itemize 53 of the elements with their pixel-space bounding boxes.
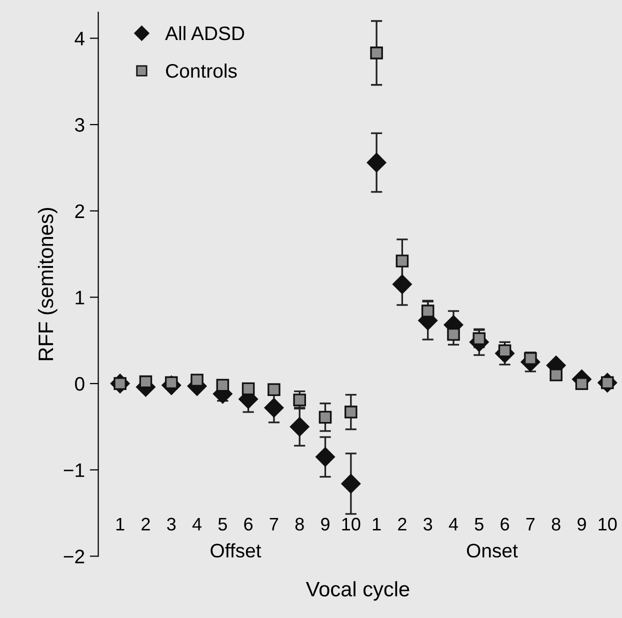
annotation: Offset bbox=[210, 543, 262, 558]
x-tick-label: 9 bbox=[321, 518, 330, 531]
x-axis-title: Vocal cycle bbox=[306, 581, 410, 601]
x-tick-label: 7 bbox=[526, 518, 535, 530]
x-tick-label: 1 bbox=[372, 518, 381, 530]
y-tick-label: 1 bbox=[76, 290, 84, 304]
point bbox=[242, 382, 255, 396]
x-tick-label: 5 bbox=[218, 518, 227, 531]
point bbox=[344, 406, 358, 418]
x-tick-label: 9 bbox=[578, 518, 586, 531]
x-tick-label: 3 bbox=[167, 518, 176, 531]
point bbox=[268, 383, 280, 396]
x-tick-label: 7 bbox=[270, 518, 278, 530]
point bbox=[366, 152, 386, 172]
point bbox=[264, 398, 284, 418]
y-axis-title: RFF (semitones) bbox=[38, 208, 58, 360]
x-tick-label: 10 bbox=[342, 518, 360, 531]
x-tick-label: 4 bbox=[192, 518, 202, 530]
point bbox=[318, 410, 332, 424]
x-tick-label: 8 bbox=[295, 518, 304, 531]
x-tick-label: 10 bbox=[598, 518, 617, 531]
point bbox=[316, 447, 335, 467]
y-tick-label: 4 bbox=[74, 32, 85, 46]
y-tick-label: −1 bbox=[64, 464, 84, 477]
point bbox=[370, 46, 383, 60]
y-tick-label: −2 bbox=[64, 550, 84, 564]
annotation: Onset bbox=[466, 544, 518, 558]
point bbox=[341, 474, 361, 494]
x-tick-label: 2 bbox=[142, 518, 150, 530]
point bbox=[396, 254, 409, 268]
x-tick-label: 1 bbox=[116, 518, 124, 530]
point bbox=[550, 368, 562, 382]
point bbox=[392, 274, 412, 294]
point bbox=[216, 378, 230, 392]
y-tick-label: 3 bbox=[75, 118, 84, 132]
point bbox=[139, 375, 152, 388]
y-tick-label: 2 bbox=[75, 204, 84, 218]
x-tick-label: 3 bbox=[424, 518, 432, 531]
point bbox=[575, 377, 588, 390]
x-tick-label: 4 bbox=[448, 518, 458, 530]
x-tick-label: 5 bbox=[474, 518, 484, 531]
legend-label: Controls bbox=[166, 64, 237, 78]
legend-label: All ADSD bbox=[165, 26, 244, 40]
point bbox=[421, 304, 434, 318]
x-tick-label: 6 bbox=[244, 518, 253, 531]
point bbox=[293, 394, 306, 406]
x-tick-label: 8 bbox=[552, 518, 560, 531]
x-tick-label: 6 bbox=[500, 518, 510, 531]
point bbox=[290, 417, 310, 436]
point bbox=[447, 328, 460, 341]
y-tick-label: 0 bbox=[75, 377, 84, 391]
x-tick-label: 2 bbox=[398, 518, 406, 530]
point bbox=[190, 374, 204, 386]
